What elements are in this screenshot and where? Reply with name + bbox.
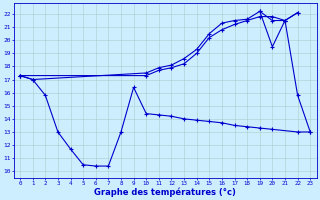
X-axis label: Graphe des températures (°c): Graphe des températures (°c) xyxy=(94,187,236,197)
